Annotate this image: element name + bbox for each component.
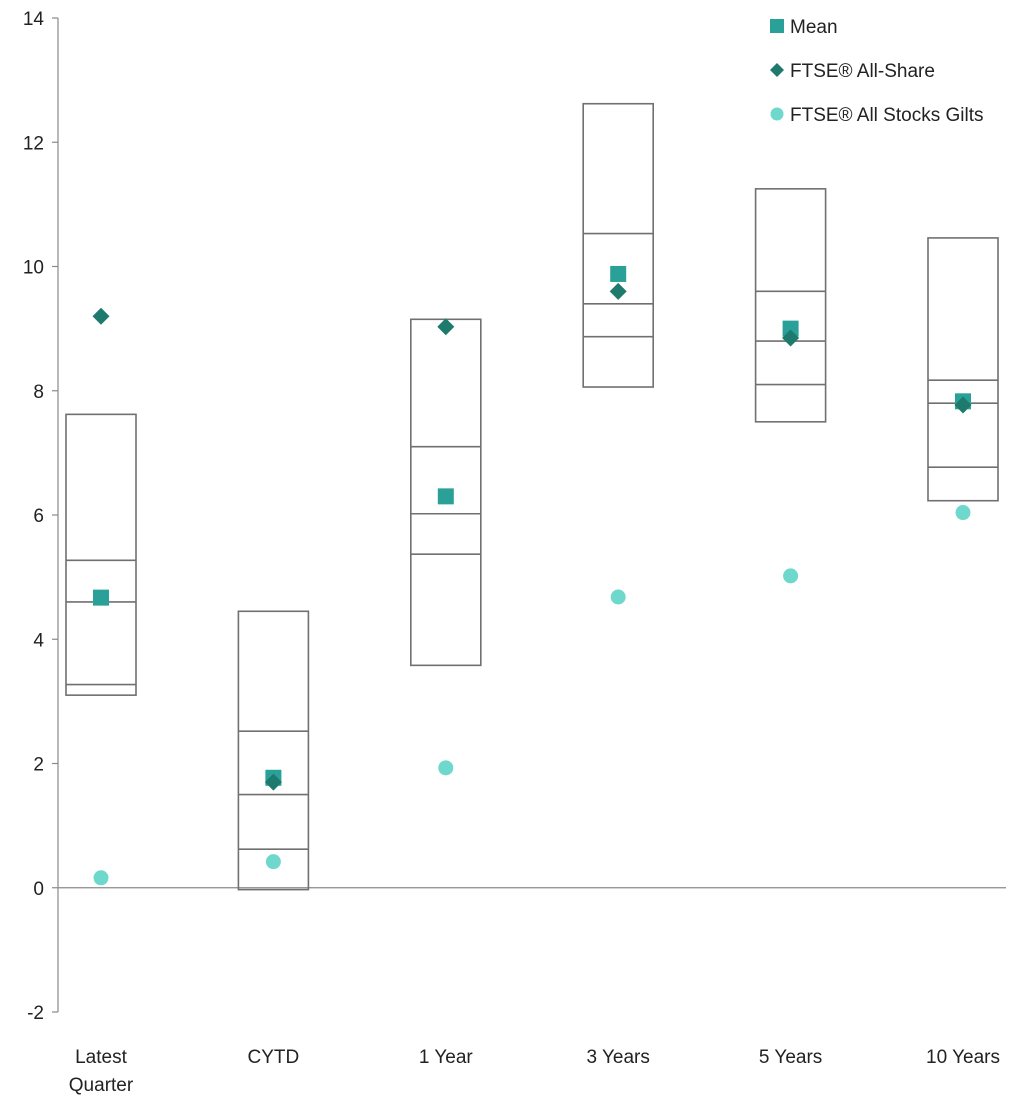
marker-circle <box>438 760 454 776</box>
x-tick-label: 3 Years <box>586 1047 649 1068</box>
range-box <box>237 610 310 891</box>
y-tick-label: 10 <box>23 258 44 279</box>
marker-circle <box>610 589 626 605</box>
range-box <box>65 413 137 696</box>
y-tick-label: 4 <box>33 630 44 651</box>
range-box <box>754 188 827 423</box>
y-tick-label: 6 <box>33 506 44 527</box>
legend-marker-circle <box>770 107 784 121</box>
range-box <box>927 237 999 502</box>
legend-label: FTSE® All Stocks Gilts <box>790 105 983 126</box>
marker-square <box>782 320 799 337</box>
marker-circle <box>265 854 281 870</box>
marker-circle <box>93 870 109 886</box>
range-box <box>582 102 655 388</box>
legend-marker-diamond <box>770 63 784 77</box>
marker-diamond <box>609 282 627 300</box>
legend-label: FTSE® All-Share <box>790 61 935 82</box>
x-tick-label: Latest <box>75 1047 127 1068</box>
marker-diamond <box>437 318 455 336</box>
marker-diamond <box>264 773 282 791</box>
x-tick-label: 10 Years <box>926 1047 1000 1068</box>
x-tick-label: 1 Year <box>419 1047 474 1068</box>
legend-marker-square <box>770 19 784 33</box>
marker-square <box>93 589 109 606</box>
y-tick-label: 14 <box>23 9 45 30</box>
marker-square <box>610 265 627 282</box>
marker-diamond <box>92 307 110 325</box>
legend-label: Mean <box>790 17 838 38</box>
marker-diamond <box>782 329 800 347</box>
x-tick-label: Quarter <box>69 1075 134 1096</box>
marker-square <box>437 488 454 505</box>
marker-diamond <box>954 396 972 414</box>
y-tick-label: 0 <box>33 879 44 900</box>
y-tick-label: 8 <box>33 382 44 403</box>
x-tick-label: 5 Years <box>759 1047 822 1068</box>
y-tick-label: 2 <box>33 755 44 776</box>
y-tick-label: 12 <box>23 133 44 154</box>
marker-circle <box>783 568 799 584</box>
x-tick-label: CYTD <box>248 1047 300 1068</box>
y-tick-label: -2 <box>27 1003 44 1024</box>
marker-circle <box>955 505 971 521</box>
